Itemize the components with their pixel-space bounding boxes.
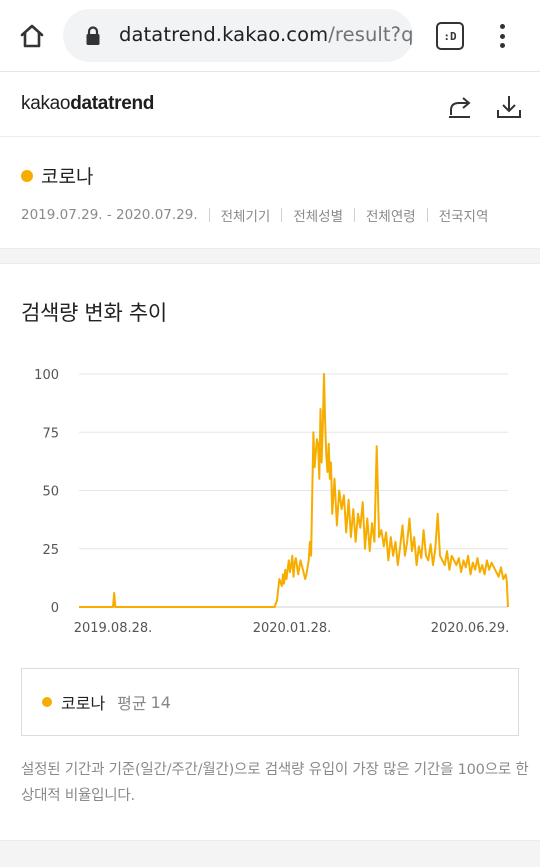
filter-gender: 전체성별 [293,209,344,225]
chart-title: 검색량 변화 추이 [21,301,167,325]
lock-icon [86,26,100,45]
share-icon [449,97,471,118]
url-host: datatrend.kakao.com [119,23,329,46]
home-icon [20,24,44,48]
chart-footnote: 설정된 기간과 기준(일간/주간/월간)으로 검색량 유입이 가장 많은 기간을… [21,762,529,804]
browser-toolbar: datatrend.kakao.com/result?q :D [0,0,540,72]
keyword-summary: 코로나 2019.07.29. - 2020.07.29. 전체기기 전체성별 … [0,138,540,248]
keyword-name: 코로나 [41,166,94,188]
logo-light-text: kakao [21,93,71,114]
y-tick-label: 100 [34,368,59,383]
filter-divider [426,208,428,222]
address-bar[interactable]: datatrend.kakao.com/result?q [63,9,413,62]
x-tick-label: 2020.01.28. [253,621,332,636]
overflow-menu-button[interactable] [488,22,516,50]
bottom-section-divider [0,840,540,867]
x-tick-label: 2020.06.29. [431,621,510,636]
period-text: 2019.07.29. - 2020.07.29. [21,207,198,223]
keyword-line: 코로나 [21,162,93,189]
share-button[interactable] [446,93,474,121]
site-header: kakaodatatrend [0,73,540,137]
home-button[interactable] [14,18,50,54]
logo-bold-text: datatrend [70,93,155,114]
filter-device: 전체기기 [220,209,271,225]
y-tick-label: 50 [42,485,59,500]
kakao-datatrend-logo[interactable]: kakaodatatrend [21,93,154,115]
legend-color-dot [42,697,52,707]
filter-region: 전국지역 [438,209,489,225]
menu-dot-icon [499,43,505,48]
keyword-color-dot [21,169,33,182]
download-icon [497,96,521,118]
section-divider [0,248,540,264]
filter-divider [354,208,356,222]
filter-divider [281,208,283,222]
chart-legend: 코로나 평균 14 [21,668,519,736]
x-tick-label: 2019.08.28. [74,621,153,636]
menu-dot-icon [499,24,505,29]
legend-average-label: 평균 [117,694,147,713]
filter-summary: 2019.07.29. - 2020.07.29. 전체기기 전체성별 전체연령… [21,205,488,225]
y-tick-label: 25 [42,543,59,558]
menu-dot-icon [499,33,505,39]
url-path: /result?q [328,23,413,46]
tab-switcher-label: :D [443,29,457,43]
url-text[interactable]: datatrend.kakao.com/result?q [119,23,413,46]
legend-average-value: 14 [150,692,171,712]
y-tick-label: 75 [42,426,59,441]
tab-switcher-button[interactable]: :D [436,22,464,50]
filter-divider [208,208,210,222]
download-button[interactable] [495,93,523,121]
y-tick-label: 0 [51,601,59,616]
search-trend-chart[interactable]: 0 25 50 75 100 2019.08.28. 2020.01.28. 2020.06.… [0,355,540,645]
filter-age: 전체연령 [366,209,416,225]
series-line-corona [79,373,509,608]
legend-series-name: 코로나 [61,694,106,713]
